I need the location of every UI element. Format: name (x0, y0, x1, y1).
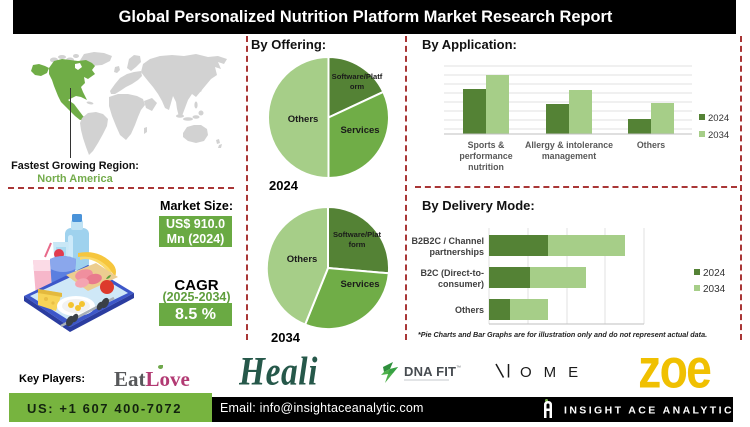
svg-text:form: form (349, 240, 366, 249)
svg-text:2034: 2034 (703, 284, 726, 295)
svg-text:DNA FIT: DNA FIT (404, 364, 456, 379)
svg-text:nutrition: nutrition (468, 162, 504, 172)
svg-text:Others: Others (455, 305, 484, 315)
svg-text:Services: Services (340, 279, 379, 290)
svg-text:2024: 2024 (703, 268, 726, 279)
svg-text:Services: Services (340, 125, 379, 136)
svg-text:OME: OME (520, 364, 589, 379)
svg-text:Others: Others (637, 140, 665, 150)
svg-text:Others: Others (287, 254, 318, 265)
svg-text:orm: orm (350, 82, 365, 91)
svg-text:performance: performance (459, 151, 512, 161)
svg-text:partnerships: partnerships (429, 247, 484, 257)
svg-text:management: management (542, 151, 596, 161)
svg-text:B2C (Direct-to-: B2C (Direct-to- (420, 268, 484, 278)
svg-text:zoe: zoe (638, 351, 711, 393)
svg-text:Sports &: Sports & (468, 140, 505, 150)
svg-text:2034: 2034 (708, 130, 729, 141)
svg-text:B2B2C / Channel: B2B2C / Channel (411, 236, 484, 246)
svg-text:INSIGHT ACE ANALYTIC: INSIGHT ACE ANALYTIC (564, 405, 734, 417)
svg-text:™: ™ (456, 365, 461, 371)
svg-text:Heali: Heali (239, 352, 318, 392)
svg-text:Others: Others (288, 114, 319, 125)
svg-text:2024: 2024 (708, 113, 729, 124)
svg-text:Allergy & intolerance: Allergy & intolerance (525, 140, 613, 150)
svg-text:Software/Platf: Software/Platf (332, 72, 383, 81)
svg-text:Software/Plat: Software/Plat (333, 230, 382, 239)
svg-text:consumer): consumer) (438, 279, 484, 289)
